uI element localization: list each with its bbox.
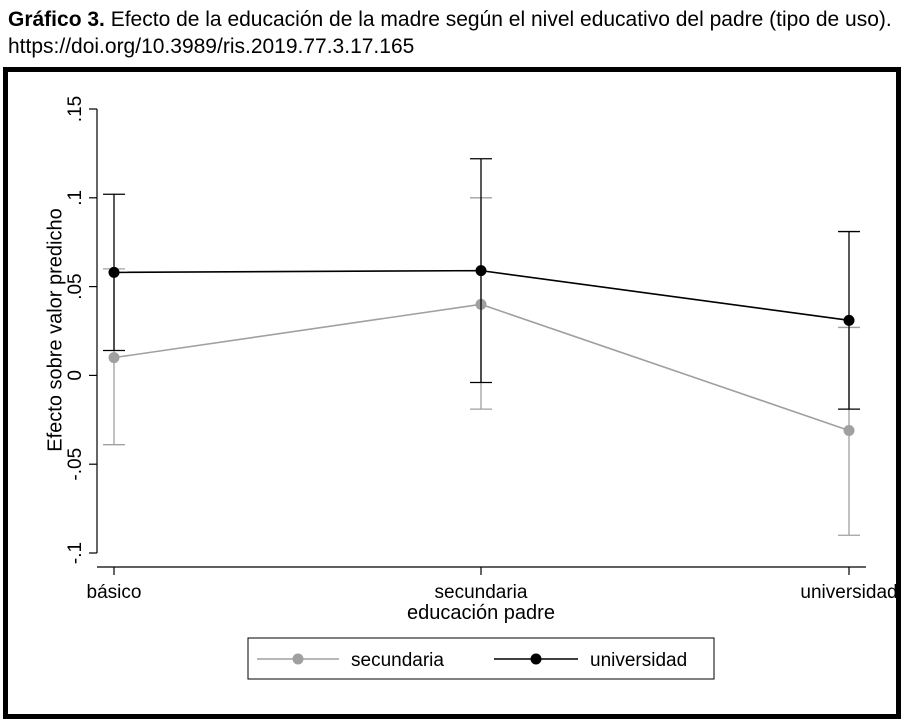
y-tick-label: -.1 <box>65 542 86 564</box>
legend-marker <box>292 653 304 665</box>
data-point <box>475 265 487 277</box>
y-axis-title: Efecto sobre valor predicho <box>44 208 66 451</box>
legend-marker <box>530 653 542 665</box>
x-tick-label: secundaria <box>435 582 528 603</box>
legend: secundaria universidad <box>247 637 715 680</box>
y-tick-label: .05 <box>65 273 86 299</box>
caption-text: Efecto de la educación de la madre según… <box>8 8 892 58</box>
data-point <box>843 314 855 326</box>
data-point <box>843 424 855 436</box>
series-layer <box>103 158 860 536</box>
legend-label: secundaria <box>351 650 444 671</box>
data-point <box>108 352 120 364</box>
figure-caption: Gráfico 3. Efecto de la educación de la … <box>8 6 898 60</box>
axes: -.1 -.05 0 .05 .1 .15 básico secundaria universi… <box>65 96 898 603</box>
x-tick-label: universidad <box>800 582 897 603</box>
y-tick-label: -.05 <box>65 448 86 481</box>
chart-frame <box>3 67 901 719</box>
series-universidad <box>103 158 860 410</box>
legend-label: universidad <box>590 650 687 671</box>
x-axis-title: educación padre <box>407 602 555 624</box>
y-tick-label: .15 <box>65 96 86 122</box>
y-tick-label: .1 <box>65 190 86 206</box>
data-point <box>108 266 120 278</box>
x-tick-label: básico <box>87 582 142 603</box>
caption-prefix: Gráfico 3. <box>8 8 105 31</box>
y-tick-label: 0 <box>65 370 86 381</box>
